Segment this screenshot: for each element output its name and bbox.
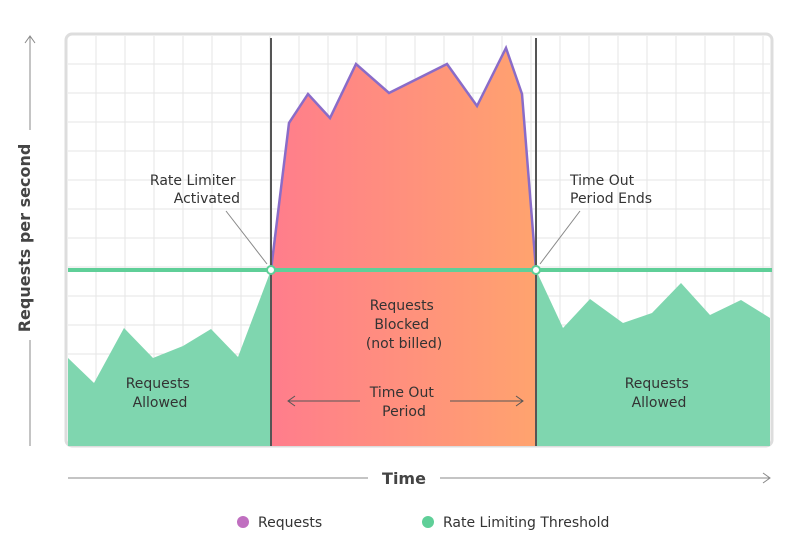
time-out-period-label: Time Out Period bbox=[369, 385, 439, 420]
arrow-head bbox=[24, 35, 36, 44]
callout-line bbox=[539, 210, 581, 265]
blocked-label: Requests Blocked (not billed) bbox=[366, 298, 442, 352]
allowed-label: Requests Allowed bbox=[625, 376, 694, 411]
legend-swatch bbox=[237, 516, 249, 528]
time-out-ends-label: Time Out Period Ends bbox=[569, 173, 652, 207]
arrow-head bbox=[287, 395, 296, 407]
legend-label: Requests bbox=[258, 515, 322, 531]
y-axis-label: Requests per second bbox=[15, 144, 34, 333]
allowed-area-left bbox=[68, 270, 271, 446]
x-axis-label: Time bbox=[382, 469, 426, 488]
blocked-area bbox=[271, 48, 536, 446]
rate-limiter-label: Rate Limiter Activated bbox=[150, 173, 240, 207]
callout-line bbox=[225, 210, 268, 265]
legend-label: Rate Limiting Threshold bbox=[443, 515, 609, 531]
requests-line bbox=[269, 44, 538, 271]
arrow-head bbox=[762, 472, 771, 484]
legend-swatch bbox=[422, 516, 434, 528]
threshold-marker bbox=[531, 265, 541, 275]
allowed-area-right bbox=[536, 270, 770, 446]
allowed-label: Requests Allowed bbox=[126, 376, 195, 411]
threshold-marker bbox=[266, 265, 276, 275]
arrow-head bbox=[515, 395, 524, 407]
